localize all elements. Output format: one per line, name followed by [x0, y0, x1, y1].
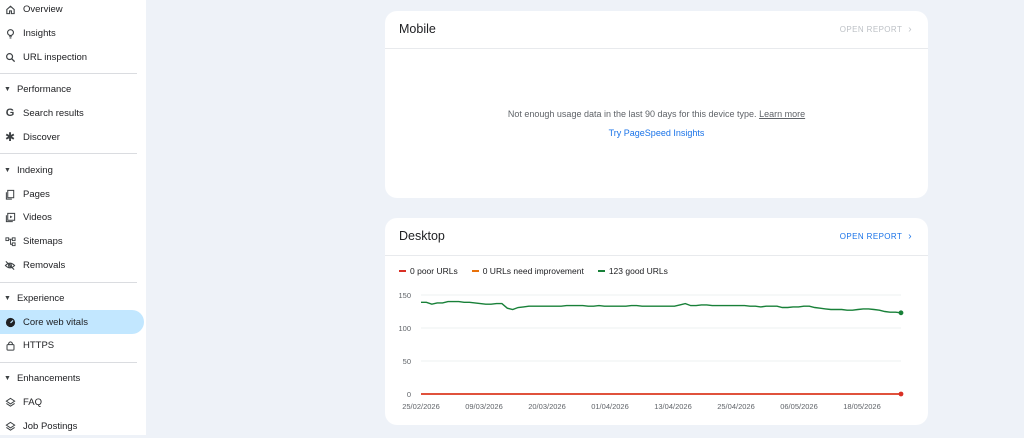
legend-item-good[interactable]: 123 good URLs [597, 266, 668, 276]
divider [0, 282, 137, 283]
sidebar-item-label: Pages [23, 188, 50, 200]
desktop-chart: 150 100 50 0 25/02/2026 09/03/2026 20/03/2026 0… [398, 291, 904, 411]
x-tick-label: 06/05/2026 [780, 402, 818, 411]
search-icon [4, 51, 16, 63]
sidebar-item-label: URL inspection [23, 51, 88, 63]
pagespeed-insights-link[interactable]: Try PageSpeed Insights [608, 128, 705, 138]
sidebar-item-https[interactable]: HTTPS [0, 333, 144, 357]
legend-swatch-needs-improvement [471, 270, 479, 272]
layers-icon [4, 396, 16, 408]
lock-icon [4, 339, 16, 351]
pages-icon [4, 188, 16, 200]
sidebar-item-sitemaps[interactable]: Sitemaps [0, 229, 144, 253]
open-report-label: OPEN REPORT [839, 25, 903, 34]
series-endpoint-good [898, 310, 904, 316]
divider [0, 362, 137, 363]
desktop-open-report-button[interactable]: OPEN REPORT › [840, 231, 912, 242]
google-g-icon: G [5, 107, 15, 119]
sidebar-item-label: Discover [23, 131, 60, 143]
series-line-good [421, 300, 902, 314]
videos-icon [4, 211, 16, 223]
legend-swatch-good [597, 270, 605, 272]
y-tick-label: 150 [398, 291, 411, 300]
sidebar-item-label: HTTPS [23, 339, 55, 351]
sidebar-item-label: Core web vitals [23, 316, 88, 328]
legend-label: 0 URLs need improvement [482, 266, 584, 276]
mobile-card: Mobile OPEN REPORT › Not enough usage da… [385, 11, 928, 198]
section-performance[interactable]: ▼ Performance [0, 79, 137, 99]
legend-label: 0 poor URLs [410, 266, 458, 276]
sidebar-item-label: Search results [23, 107, 84, 119]
desktop-card-title: Desktop [399, 229, 445, 243]
chevron-right-icon: › [908, 231, 912, 242]
section-title: Enhancements [16, 372, 81, 384]
x-tick-label: 09/03/2026 [465, 402, 503, 411]
caret-down-icon: ▼ [4, 85, 11, 93]
sidebar-item-faq[interactable]: FAQ [0, 390, 144, 414]
sidebar-item-discover[interactable]: ✱ Discover [0, 125, 144, 149]
x-tick-label: 01/04/2026 [591, 402, 629, 411]
sitemaps-icon [4, 235, 16, 247]
divider [0, 153, 137, 154]
sidebar-item-search-results[interactable]: G Search results [0, 101, 144, 125]
sidebar-item-pages[interactable]: Pages [0, 182, 144, 206]
x-tick-label: 13/04/2026 [654, 402, 692, 411]
section-enhancements[interactable]: ▼ Enhancements [0, 368, 137, 388]
divider [0, 73, 137, 74]
pagespeed-row: Try PageSpeed Insights [385, 128, 928, 138]
y-tick-label: 100 [398, 324, 411, 333]
layers-icon [4, 420, 16, 432]
learn-more-link[interactable]: Learn more [759, 109, 806, 119]
series-endpoint-poor [898, 391, 904, 397]
desktop-card-header: Desktop OPEN REPORT › [385, 218, 928, 256]
sidebar-item-label: FAQ [23, 396, 43, 408]
asterisk-icon: ✱ [4, 130, 16, 144]
section-experience[interactable]: ▼ Experience [0, 288, 137, 308]
section-indexing[interactable]: ▼ Indexing [0, 160, 137, 180]
sidebar-item-label: Overview [23, 3, 63, 15]
x-tick-label: 20/03/2026 [528, 402, 566, 411]
open-report-label: OPEN REPORT [839, 232, 903, 241]
sidebar-item-label: Insights [23, 27, 56, 39]
x-tick-label: 18/05/2026 [843, 402, 881, 411]
gauge-icon [4, 316, 16, 328]
sidebar-item-label: Videos [23, 211, 52, 223]
desktop-card: Desktop OPEN REPORT › 0 poor URLs 0 URLs… [385, 218, 928, 425]
sidebar-item-job-postings[interactable]: Job Postings [0, 414, 144, 438]
caret-down-icon: ▼ [4, 166, 11, 174]
sidebar-item-url-inspection[interactable]: URL inspection [0, 45, 144, 69]
eye-off-icon [4, 259, 16, 271]
mobile-open-report-button[interactable]: OPEN REPORT › [840, 24, 912, 35]
section-title: Performance [16, 83, 72, 95]
no-data-text: Not enough usage data in the last 90 day… [507, 109, 757, 119]
sidebar-item-removals[interactable]: Removals [0, 253, 144, 277]
lightbulb-icon [4, 27, 16, 39]
sidebar: Overview Insights URL inspection ▼ Perfo… [0, 0, 146, 435]
sidebar-item-insights[interactable]: Insights [0, 21, 144, 45]
sidebar-item-overview[interactable]: Overview [0, 0, 144, 21]
sidebar-item-videos[interactable]: Videos [0, 205, 144, 229]
no-data-message: Not enough usage data in the last 90 day… [385, 109, 928, 119]
chart-legend: 0 poor URLs 0 URLs need improvement 123 … [399, 266, 682, 276]
legend-item-needs-improvement[interactable]: 0 URLs need improvement [471, 266, 584, 276]
chevron-right-icon: › [908, 24, 912, 35]
legend-item-poor[interactable]: 0 poor URLs [399, 266, 458, 276]
x-tick-label: 25/02/2026 [402, 402, 440, 411]
sidebar-item-label: Sitemaps [23, 235, 63, 247]
y-tick-label: 50 [403, 357, 411, 366]
y-tick-label: 0 [407, 390, 411, 399]
caret-down-icon: ▼ [4, 294, 11, 302]
sidebar-item-core-web-vitals[interactable]: Core web vitals [0, 310, 144, 334]
caret-down-icon: ▼ [4, 374, 11, 382]
legend-swatch-poor [399, 270, 406, 272]
mobile-card-header: Mobile OPEN REPORT › [385, 11, 928, 49]
sidebar-item-label: Job Postings [23, 420, 78, 432]
legend-label: 123 good URLs [608, 266, 668, 276]
x-tick-label: 25/04/2026 [717, 402, 755, 411]
section-title: Experience [16, 292, 65, 304]
mobile-card-title: Mobile [399, 22, 436, 36]
sidebar-item-label: Removals [23, 259, 66, 271]
home-icon [4, 3, 16, 15]
section-title: Indexing [16, 164, 53, 176]
